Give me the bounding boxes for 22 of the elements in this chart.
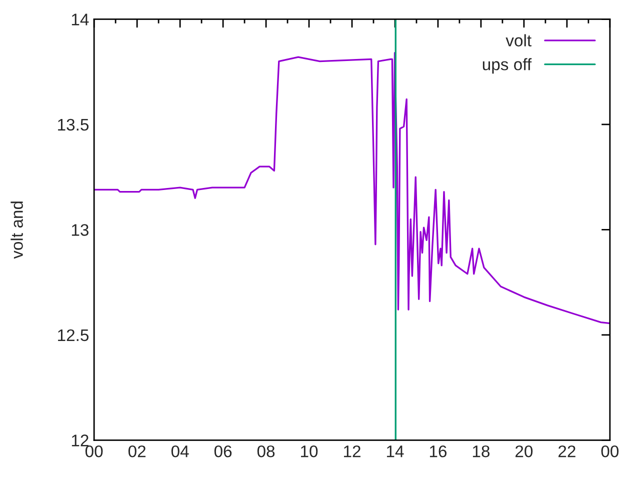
line-series (94, 52, 610, 324)
x-tick-label: 00 (85, 445, 103, 458)
x-tick-label: 22 (558, 445, 576, 458)
y-tick-label: 13.5 (58, 118, 89, 131)
x-tick-label: 06 (214, 445, 232, 458)
x-tick-label: 08 (257, 445, 275, 458)
x-tick-label: 04 (171, 445, 189, 458)
y-axis-title: volt and (10, 202, 23, 259)
x-tick-label: 10 (301, 445, 318, 458)
x-tick-label: 12 (344, 445, 360, 458)
y-tick-label: 12 (72, 434, 88, 446)
y-tick-label: 12.5 (58, 329, 89, 342)
x-tick-label: 18 (472, 445, 490, 458)
x-tick-label: 20 (516, 445, 533, 458)
legend-label: ups off (482, 58, 532, 74)
x-tick-label: 02 (128, 445, 146, 458)
x-tick-label: 14 (386, 446, 404, 458)
y-tick-label: 13 (72, 224, 88, 236)
y-tick-label: 14 (72, 14, 89, 26)
x-tick-label: 00 (601, 445, 619, 458)
x-tick-label: 16 (430, 445, 447, 458)
legend-label: volt (506, 34, 532, 46)
